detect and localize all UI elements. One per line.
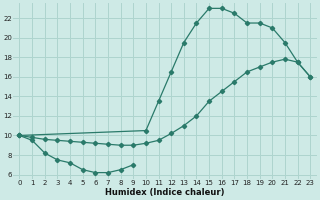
X-axis label: Humidex (Indice chaleur): Humidex (Indice chaleur) bbox=[105, 188, 225, 197]
